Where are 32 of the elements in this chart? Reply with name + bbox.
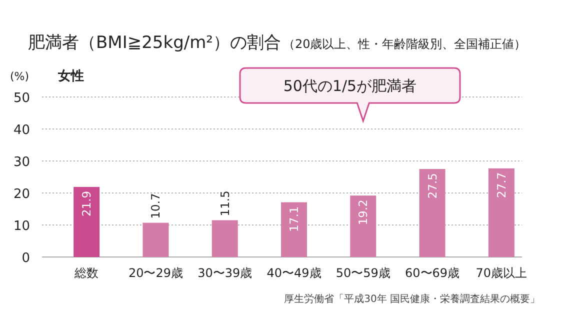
data-label: 19.2: [356, 200, 370, 226]
y-tick-label: 40: [13, 123, 30, 138]
bar: [488, 168, 514, 257]
x-tick-label: 20〜29歳: [128, 266, 183, 280]
x-tick-label: 50〜59歳: [336, 266, 390, 280]
bar: [350, 196, 376, 257]
title: 肥満者（BMI≧25kg/m²）の割合（20歳以上、性・年齢階級別、全国補正値）: [28, 33, 526, 53]
x-tick-label: 40〜49歳: [266, 266, 322, 280]
bar: [74, 186, 100, 257]
bar: [212, 220, 238, 257]
x-tick-label: 60〜69歳: [405, 266, 460, 280]
data-label: 11.5: [218, 190, 232, 216]
x-tick-label: 70歳以上: [476, 266, 528, 280]
y-tick-label: 0: [22, 251, 30, 266]
bar: [419, 169, 446, 257]
data-label: 27.5: [425, 173, 440, 199]
y-tick-label: 10: [13, 219, 30, 234]
data-label: 21.9: [80, 190, 94, 217]
x-tick-label: 総数: [74, 266, 99, 280]
y-tick-label: 50: [13, 91, 30, 106]
text: 厚生労働省「平成30年 国民健康・栄養調査結果の概要」: [284, 293, 540, 305]
data-label: 27.7: [494, 172, 508, 198]
y-axis-title: (%): [10, 70, 30, 83]
data-label: 10.7: [148, 193, 163, 219]
y-tick-label: 30: [13, 155, 30, 170]
text: 50代の1/5が肥満者: [283, 77, 417, 95]
data-label: 17.1: [287, 206, 301, 232]
text: 女性: [57, 69, 84, 84]
bar: [142, 222, 169, 257]
bar: [281, 202, 307, 257]
x-tick-label: 30〜39歳: [198, 266, 252, 280]
y-tick-label: 20: [13, 187, 30, 202]
